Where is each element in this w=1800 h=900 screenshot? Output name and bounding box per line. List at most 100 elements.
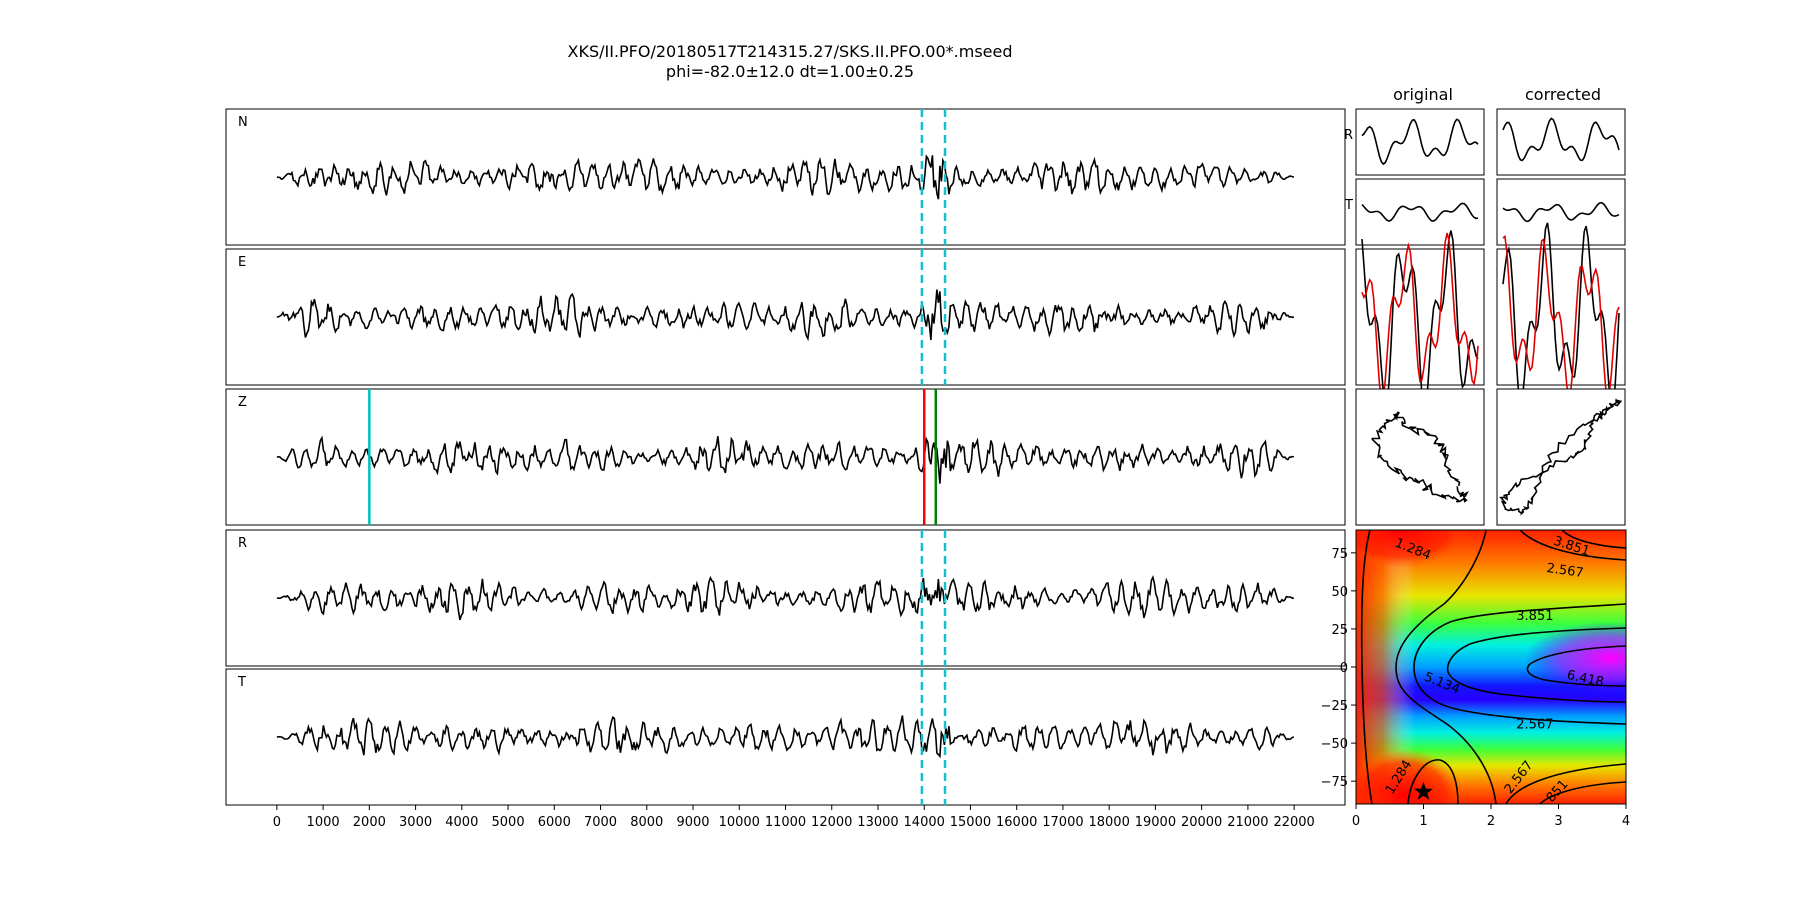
inset-original-2: [1355, 230, 1485, 414]
figure-title: XKS/II.PFO/20180517T214315.27/SKS.II.PFO…: [568, 42, 1013, 61]
hm-y-tick-label: 0: [1340, 661, 1348, 676]
inset-original-0: [1355, 108, 1485, 176]
x-tick-label: 19000: [1135, 815, 1176, 830]
x-tick-label: 16000: [996, 815, 1037, 830]
inset-frame: [1496, 178, 1626, 246]
x-tick-label: 1000: [307, 815, 340, 830]
x-tick-label: 5000: [492, 815, 525, 830]
contour-line: [1446, 627, 1626, 703]
hm-y-tick-label: −75: [1321, 775, 1348, 790]
figure-subtitle: phi=-82.0±12.0 dt=1.00±0.25: [666, 62, 914, 81]
contour-label: 2.567: [1546, 561, 1585, 581]
channel-label: T: [237, 675, 246, 690]
inset-corrected-2: [1496, 222, 1626, 409]
inset-waveform: [1361, 202, 1479, 222]
hm-x-tick-label: 4: [1622, 814, 1630, 829]
contour-line: [1539, 781, 1626, 804]
hm-y-tick-label: −50: [1321, 737, 1348, 752]
inset-row-label: R: [1344, 128, 1353, 143]
trace-line: [276, 289, 1295, 342]
contour-lines: [1360, 530, 1626, 804]
inset-corrected-3: [1496, 388, 1626, 526]
waveform-insets: RT: [1344, 108, 1626, 526]
x-tick-label: 2000: [353, 815, 386, 830]
hm-x-tick-label: 1: [1419, 814, 1427, 829]
inset-waveform: [1361, 118, 1479, 166]
panel-frame: [225, 108, 1346, 246]
hm-y-tick-label: 25: [1331, 623, 1348, 638]
trace-line: [276, 574, 1294, 621]
contour-label: 3.851: [1516, 609, 1553, 624]
inset-frame: [1496, 108, 1626, 176]
panel-frame: [225, 668, 1346, 806]
inset-waveform: [1502, 117, 1620, 162]
inset-waveform: [1502, 201, 1620, 223]
panel-frame: [225, 529, 1346, 667]
contour-line: [1395, 530, 1497, 804]
heatmap-min-region-bottom: [1356, 749, 1464, 804]
inset-row-label: T: [1344, 198, 1353, 213]
x-tick-label: 14000: [904, 815, 945, 830]
contour-line: [1407, 759, 1459, 804]
trace-line: [276, 715, 1295, 759]
particle-motion: [1371, 411, 1469, 503]
hm-x-tick-label: 0: [1352, 814, 1360, 829]
inset-corrected-1: [1496, 178, 1626, 246]
hm-y-tick-label: −25: [1321, 699, 1348, 714]
channel-label: E: [238, 255, 246, 270]
inset-frame: [1496, 388, 1626, 526]
heatmap-max-region: [1525, 622, 1626, 694]
seismogram-x-axis: 0 1000 2000 3000 4000 5000 6000 7000 8000 9000 100…: [273, 805, 1315, 830]
x-tick-label: 12000: [811, 815, 852, 830]
panel-frame: [225, 248, 1346, 386]
seismogram-panel-R: R: [225, 529, 1346, 667]
best-fit-star-marker: [1414, 781, 1433, 800]
x-tick-label: 10000: [719, 815, 760, 830]
inset-waveform-red: [1502, 235, 1620, 401]
seismogram-panels: N E Z R T: [225, 108, 1346, 806]
hm-y-tick-label: 50: [1331, 585, 1348, 600]
panel-frame: [225, 388, 1346, 526]
contour-line: [1505, 763, 1626, 804]
hm-x-tick-label: 2: [1487, 814, 1495, 829]
channel-label: N: [238, 115, 248, 130]
hm-x-tick-label: 3: [1554, 814, 1562, 829]
contour-line: [1519, 530, 1626, 561]
seismogram-panel-E: E: [225, 248, 1346, 386]
contour-line: [1526, 645, 1626, 687]
inset-frame: [1355, 108, 1485, 176]
x-tick-label: 3000: [399, 815, 432, 830]
trace-line: [276, 435, 1295, 484]
heatmap-axes: 0 1 2 3 4 75 50 25 0 −25 −50 −75: [1321, 547, 1631, 829]
contour-line: [1360, 530, 1373, 804]
particle-motion: [1499, 398, 1623, 516]
hm-y-tick-label: 75: [1331, 547, 1348, 562]
star-marker: [1414, 781, 1433, 800]
channel-label: R: [238, 536, 247, 551]
x-tick-label: 13000: [857, 815, 898, 830]
seismogram-panel-Z: Z: [225, 388, 1346, 526]
x-tick-label: 17000: [1042, 815, 1083, 830]
x-tick-label: 20000: [1181, 815, 1222, 830]
x-tick-label: 7000: [584, 815, 617, 830]
x-tick-label: 22000: [1273, 815, 1314, 830]
x-tick-label: 11000: [765, 815, 806, 830]
x-tick-label: 21000: [1227, 815, 1268, 830]
x-tick-label: 8000: [630, 815, 663, 830]
channel-label: Z: [238, 395, 247, 410]
x-tick-label: 6000: [538, 815, 571, 830]
x-tick-label: 15000: [950, 815, 991, 830]
contour-line: [1561, 530, 1626, 549]
x-tick-label: 9000: [676, 815, 709, 830]
inset-corrected-0: [1496, 108, 1626, 176]
contour-line: [1413, 603, 1626, 725]
inset-original-1: [1355, 178, 1485, 246]
seismogram-panel-T: T: [225, 668, 1346, 806]
column-title-corrected: corrected: [1525, 85, 1601, 104]
column-title-original: original: [1393, 85, 1453, 104]
heatmap-min-region-top: [1356, 530, 1470, 568]
x-tick-label: 4000: [445, 815, 478, 830]
seismogram-panel-N: N: [225, 108, 1346, 246]
